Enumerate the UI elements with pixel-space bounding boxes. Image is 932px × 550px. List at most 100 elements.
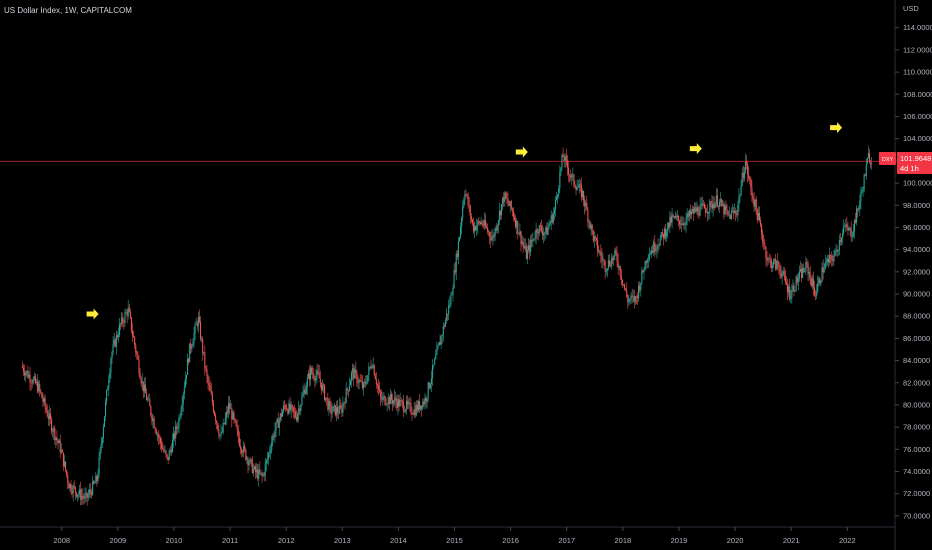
candle-body <box>212 402 214 412</box>
candle-body <box>656 246 658 251</box>
candle-body <box>862 190 864 191</box>
candle-body <box>712 204 714 209</box>
arrow-right-icon <box>86 308 99 320</box>
candle-body <box>801 269 803 278</box>
candle-body <box>805 262 807 272</box>
candle-body <box>55 437 57 440</box>
candle-body <box>544 232 546 234</box>
candle-body <box>447 313 449 315</box>
candle-body <box>58 440 60 443</box>
candle-body <box>490 236 492 241</box>
candle-body <box>265 460 267 465</box>
candle-body <box>394 397 396 401</box>
candle-body <box>524 246 526 249</box>
candle-body <box>812 278 814 288</box>
candle-body <box>48 413 50 419</box>
candle-body <box>213 411 216 416</box>
candle-body <box>414 409 416 416</box>
candle-body <box>793 285 795 292</box>
candle-body <box>143 384 145 392</box>
candle-body <box>839 240 841 242</box>
candle-body <box>595 237 598 241</box>
candle-body <box>638 285 640 299</box>
candle-body <box>249 458 251 464</box>
candle-body <box>408 402 410 405</box>
candle-body <box>154 427 156 431</box>
candle-body <box>94 483 96 484</box>
candle-body <box>164 450 166 452</box>
candle-body <box>506 197 508 200</box>
candle-body <box>856 208 858 223</box>
candle-body <box>483 220 485 226</box>
candle-body <box>407 400 409 405</box>
candle-body <box>246 458 248 460</box>
candle-body <box>603 260 605 262</box>
candle-body <box>512 210 514 217</box>
candle-body <box>859 201 861 209</box>
candle-body <box>587 209 589 222</box>
candle-body <box>257 469 259 479</box>
candle-body <box>295 417 298 421</box>
candle-body <box>231 408 233 420</box>
candle-body <box>303 389 305 394</box>
candle-body <box>333 405 335 407</box>
candle-body <box>435 355 437 359</box>
candle-body <box>621 279 623 285</box>
candle-body <box>733 210 735 213</box>
candle-body <box>308 373 311 380</box>
candle-body <box>699 205 701 216</box>
candle-body <box>484 220 486 227</box>
candle-body <box>743 171 745 179</box>
candle-body <box>575 187 577 190</box>
candle-body <box>244 445 246 450</box>
candle-body <box>342 403 344 413</box>
candle-body <box>789 286 791 300</box>
candle-body <box>474 226 476 232</box>
candle-body <box>201 338 203 340</box>
candle-body <box>759 220 762 226</box>
price-axis-label: 110.0000 <box>903 68 932 77</box>
candle-body <box>121 317 123 324</box>
candle-body <box>377 385 380 390</box>
candle-body <box>250 458 252 460</box>
candle-body <box>612 258 614 261</box>
candle-body <box>145 393 148 401</box>
candle-body <box>438 342 440 346</box>
candle-body <box>345 388 347 404</box>
candle-body <box>34 376 36 384</box>
candle-body <box>289 403 291 411</box>
candle-body <box>376 384 379 386</box>
candle-body <box>324 385 326 400</box>
candle-body <box>809 272 811 279</box>
candle-body <box>357 382 359 384</box>
candle-body <box>697 207 699 215</box>
candle-body <box>73 485 75 487</box>
candle-body <box>174 433 176 439</box>
candle-body <box>126 312 128 316</box>
candle-body <box>748 174 750 178</box>
candle-body <box>310 367 312 380</box>
candle-body <box>151 415 153 421</box>
candle-body <box>442 326 444 336</box>
candle-body <box>320 382 322 391</box>
time-axis[interactable]: 2008 2009 2010 2011 2012 2013 2014 2015 2016 2017… <box>53 527 856 545</box>
candle-body <box>599 251 601 253</box>
candle-body <box>463 199 465 207</box>
candle-body <box>529 245 531 252</box>
candle-body <box>261 472 263 476</box>
candle-body <box>683 223 685 225</box>
candle-body <box>552 213 554 223</box>
candle-body <box>175 426 177 439</box>
candle-body <box>219 435 221 436</box>
candle-body <box>272 435 274 443</box>
candle-body <box>238 437 240 446</box>
candle-body <box>687 213 689 217</box>
candle-body <box>169 450 171 451</box>
candle-body <box>178 417 180 428</box>
price-axis-label: 82.0000 <box>903 378 930 387</box>
candle-body <box>820 281 822 284</box>
candle-body <box>129 311 131 318</box>
candle-body <box>642 270 644 272</box>
candle-body <box>31 382 33 384</box>
